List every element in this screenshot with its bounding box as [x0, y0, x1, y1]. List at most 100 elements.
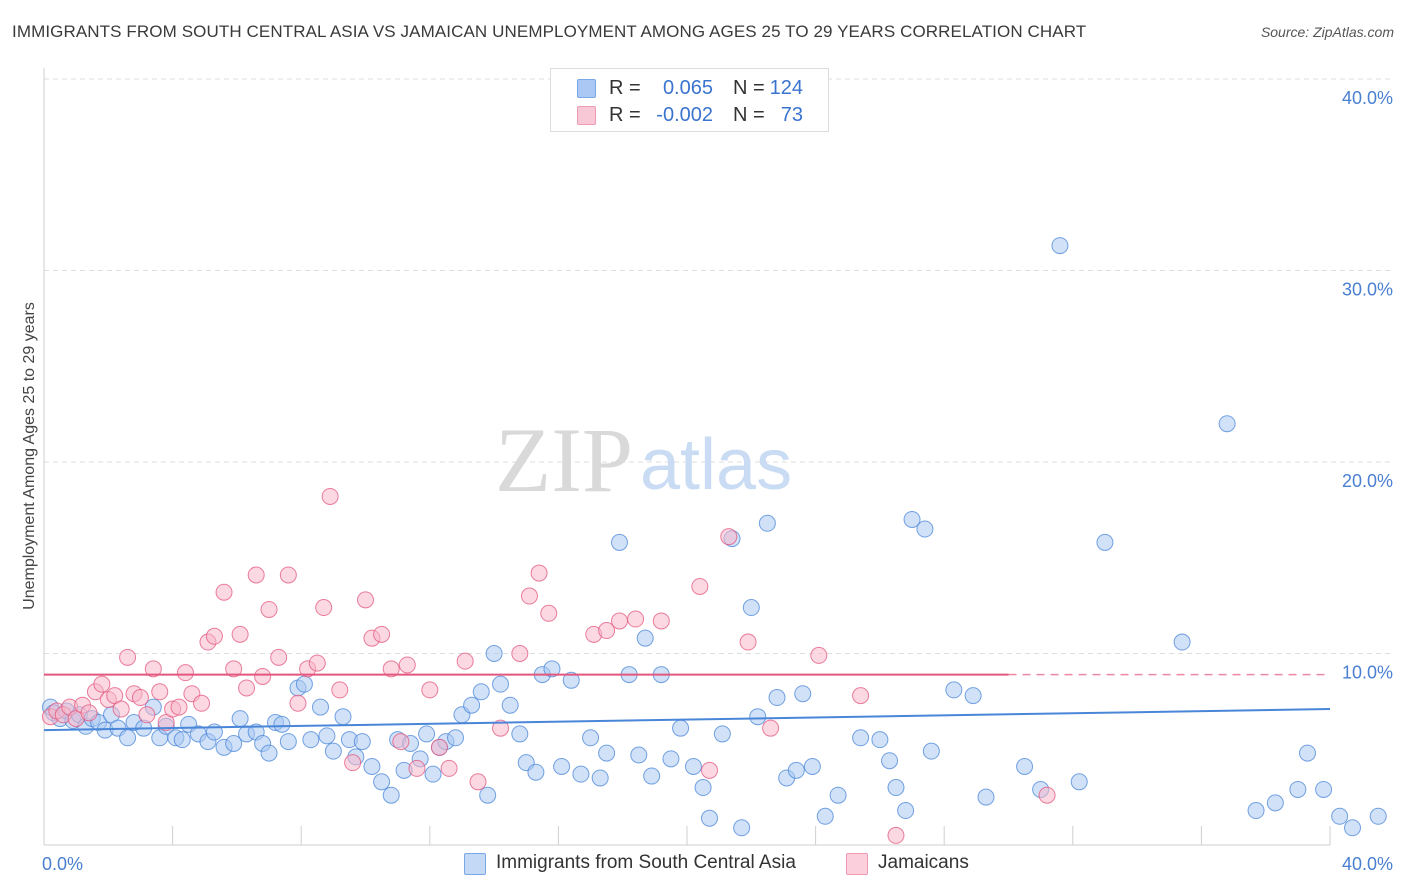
- data-point: [739, 633, 757, 651]
- data-point: [173, 731, 191, 749]
- data-point: [887, 779, 905, 797]
- data-point: [254, 667, 272, 685]
- data-point: [492, 719, 510, 737]
- data-point: [424, 765, 442, 783]
- data-point: [903, 510, 921, 528]
- data-point: [598, 744, 616, 762]
- data-point: [430, 738, 448, 756]
- data-point: [562, 671, 580, 689]
- data-point: [610, 533, 628, 551]
- data-point: [205, 627, 223, 645]
- data-point: [398, 656, 416, 674]
- y-tick-labels: 10.0% 20.0% 30.0% 40.0%: [1342, 88, 1393, 683]
- data-point: [652, 612, 670, 630]
- data-point: [582, 729, 600, 747]
- data-point: [373, 773, 391, 791]
- watermark-atlas: atlas: [640, 425, 792, 505]
- data-point: [289, 694, 307, 712]
- data-point: [93, 675, 111, 693]
- data-point: [887, 826, 905, 844]
- data-point: [701, 761, 719, 779]
- data-point: [324, 742, 342, 760]
- data-point: [916, 520, 934, 538]
- data-point: [1289, 780, 1307, 798]
- data-point: [315, 599, 333, 617]
- data-point: [463, 696, 481, 714]
- data-point: [421, 681, 439, 699]
- data-point: [302, 731, 320, 749]
- data-point: [193, 694, 211, 712]
- data-point: [1298, 744, 1316, 762]
- data-point: [643, 767, 661, 785]
- data-point: [964, 687, 982, 705]
- data-point: [1247, 802, 1265, 820]
- data-point: [816, 807, 834, 825]
- bottom-legend-swatch-immigrants: [464, 853, 486, 875]
- data-point: [598, 622, 616, 640]
- legend-n-value: 73: [780, 104, 803, 126]
- chart-title: IMMIGRANTS FROM SOUTH CENTRAL ASIA VS JA…: [12, 22, 1087, 41]
- data-point: [553, 757, 571, 775]
- y-axis-title: Unemployment Among Ages 25 to 29 years: [21, 302, 38, 610]
- data-point: [357, 591, 374, 609]
- data-point: [144, 660, 162, 678]
- data-point: [318, 727, 336, 745]
- data-point: [1369, 807, 1387, 825]
- data-point: [1218, 415, 1236, 433]
- data-point: [511, 725, 529, 743]
- data-point: [810, 646, 828, 664]
- data-point: [353, 733, 371, 751]
- legend-n-label: N =: [733, 77, 765, 99]
- grid-lines: [44, 78, 1390, 654]
- data-point: [713, 725, 731, 743]
- data-point: [691, 577, 709, 595]
- data-point: [881, 752, 899, 770]
- data-point: [151, 683, 169, 701]
- y-tick-label: 30.0%: [1342, 280, 1393, 300]
- data-point: [1344, 819, 1362, 837]
- data-point: [572, 765, 590, 783]
- data-point: [694, 779, 712, 797]
- data-point: [630, 746, 648, 764]
- y-tick-label: 10.0%: [1342, 663, 1393, 683]
- data-point: [215, 583, 233, 601]
- data-point: [794, 685, 812, 703]
- data-point: [440, 759, 458, 777]
- data-point: [945, 681, 963, 699]
- data-point: [543, 660, 561, 678]
- data-point: [1096, 533, 1114, 551]
- data-point: [279, 566, 297, 584]
- data-point: [80, 704, 98, 722]
- data-point: [897, 802, 915, 820]
- data-point: [787, 761, 805, 779]
- data-point: [803, 757, 821, 775]
- data-point: [1070, 773, 1088, 791]
- legend-r-value: -0.002: [656, 104, 713, 126]
- data-point: [540, 604, 558, 622]
- legend-swatch-jamaicans: [577, 106, 596, 125]
- data-point: [852, 729, 870, 747]
- data-point: [501, 696, 519, 714]
- data-point: [279, 733, 297, 751]
- data-point: [762, 719, 780, 737]
- data-point: [852, 687, 870, 705]
- data-point: [138, 706, 156, 724]
- data-point: [701, 809, 719, 827]
- y-tick-label: 40.0%: [1342, 88, 1393, 108]
- data-point: [382, 660, 400, 678]
- correlation-legend: R = 0.065 N = 124 R = -0.002 N = 73: [550, 68, 829, 132]
- data-point: [511, 645, 529, 662]
- data-point: [469, 773, 487, 791]
- data-point: [238, 679, 256, 697]
- data-point: [408, 759, 426, 777]
- legend-r-value: 0.065: [662, 77, 713, 99]
- legend-n-value: 124: [769, 77, 803, 99]
- data-point: [344, 754, 362, 772]
- data-point: [363, 757, 381, 775]
- bottom-legend-swatch-jamaicans: [846, 853, 868, 875]
- data-point: [1016, 757, 1034, 775]
- data-point: [418, 725, 436, 743]
- data-point: [527, 763, 545, 781]
- data-point: [591, 769, 609, 787]
